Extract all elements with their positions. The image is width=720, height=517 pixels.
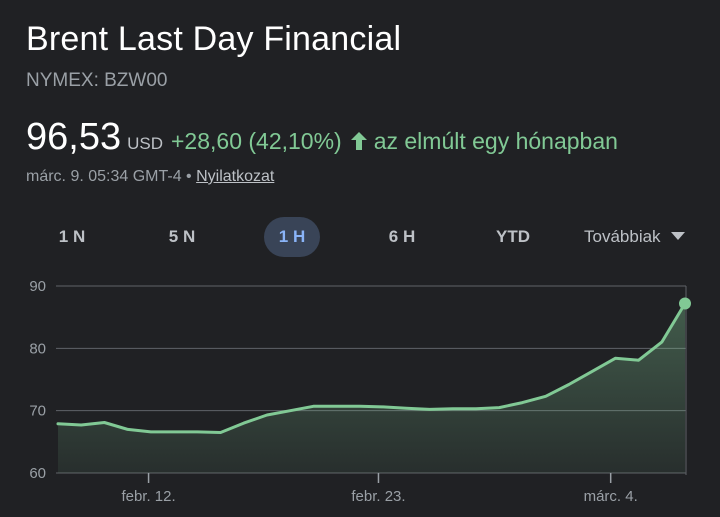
timestamp-row: márc. 9. 05:34 GMT-4 • Nyilatkozat: [26, 168, 274, 186]
tab-6-months[interactable]: 6 H: [388, 227, 416, 246]
price-line: [56, 302, 687, 434]
more-dropdown[interactable]: Továbbiak: [584, 217, 710, 257]
tab-1-month[interactable]: 1 H: [264, 217, 320, 257]
data-point: [498, 406, 500, 408]
last-price-dot: [679, 297, 691, 310]
data-point: [591, 370, 593, 372]
price-area: [58, 303, 685, 473]
price-chart[interactable]: 60 70 80 90 febr. 12. febr. 23. márc. 4.: [0, 270, 720, 517]
price-chart-svg: 60 70 80 90 febr. 12. febr. 23. márc. 4.: [29, 278, 691, 505]
instrument-title: Brent Last Day Financial: [26, 20, 402, 58]
currency-label: USD: [127, 134, 163, 153]
data-point: [150, 431, 152, 433]
y-tick-label-70: 70: [29, 403, 46, 420]
arrow-up-icon: [350, 131, 368, 151]
timestamp: márc. 9. 05:34 GMT-4: [26, 168, 182, 185]
data-point: [243, 422, 245, 424]
data-point: [544, 395, 546, 397]
data-point: [219, 431, 221, 433]
data-point: [80, 424, 82, 426]
tab-5-days[interactable]: 5 N: [168, 227, 196, 246]
data-point: [57, 423, 59, 425]
ticker-symbol: NYMEX: BZW00: [26, 70, 168, 91]
data-point: [266, 414, 268, 416]
more-label: Továbbiak: [584, 227, 661, 246]
x-tick-label: márc. 4.: [584, 488, 638, 505]
data-point: [405, 407, 407, 409]
data-point: [521, 401, 523, 403]
range-tabs: 1 N 5 N 1 H 6 H YTD Továbbiak: [0, 217, 720, 257]
data-point: [475, 408, 477, 410]
price-change: +28,60 (42,10%): [171, 128, 342, 154]
tab-ytd[interactable]: YTD: [496, 227, 530, 246]
data-point: [452, 408, 454, 410]
chevron-down-icon: [670, 231, 685, 240]
x-tick-label: febr. 12.: [121, 488, 175, 505]
data-point: [103, 421, 105, 423]
data-point: [382, 406, 384, 408]
disclaimer-link[interactable]: Nyilatkozat: [196, 168, 275, 185]
data-point: [196, 431, 198, 433]
y-tick-label-90: 90: [29, 278, 46, 295]
data-point: [637, 359, 639, 361]
separator: •: [181, 168, 197, 185]
data-point: [568, 383, 570, 385]
price-row: 96,53 USD +28,60 (42,10%) az elmúlt egy …: [26, 116, 618, 166]
change-period: az elmúlt egy hónapban: [373, 128, 618, 154]
tab-1-day[interactable]: 1 N: [58, 227, 86, 246]
data-point: [614, 357, 616, 359]
data-point: [312, 405, 314, 407]
data-point: [359, 405, 361, 407]
y-tick-label-60: 60: [29, 465, 46, 482]
data-point: [126, 428, 128, 430]
data-point: [661, 341, 663, 343]
y-tick-label-80: 80: [29, 340, 46, 357]
data-point: [428, 408, 430, 410]
data-point: [173, 431, 175, 433]
data-point: [335, 405, 337, 407]
current-price: 96,53: [26, 116, 122, 158]
x-tick-label: febr. 23.: [351, 488, 405, 505]
data-point: [289, 409, 291, 411]
